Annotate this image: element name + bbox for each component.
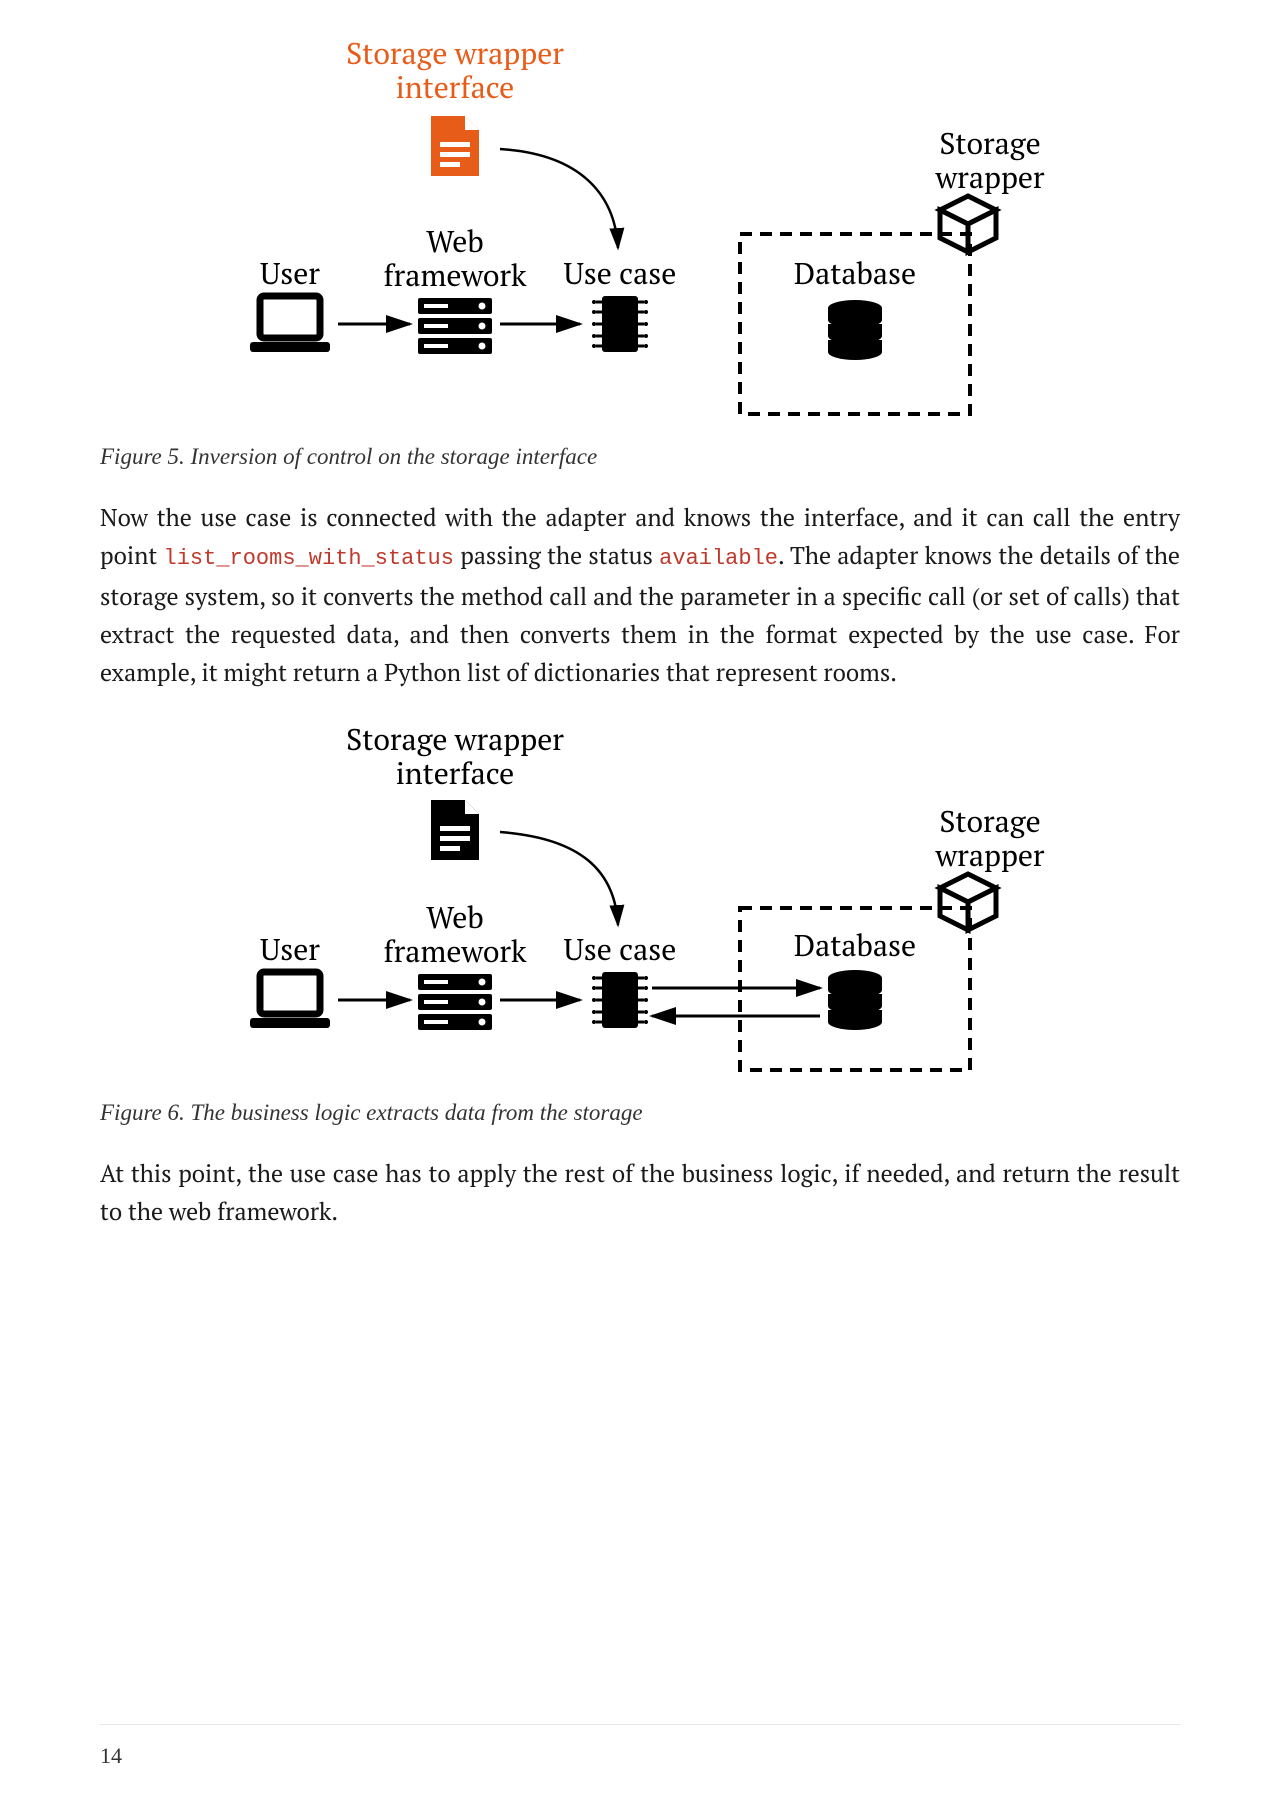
laptop-icon [250,296,330,352]
paragraph-2: At this point, the use case has to apply… [100,1154,1180,1231]
server-icon [418,974,492,1030]
fig5-edge-interface-usecase [500,149,618,248]
fig6-user-label: User [260,929,320,969]
database-icon [828,970,882,1030]
fig6-edge-usecase-db [652,988,820,1016]
fig5-interface-label-2: interface [396,67,515,107]
server-icon [418,298,492,354]
fig5-wrapper-label-2: wrapper [934,157,1045,197]
fig6-wrapper-label-2: wrapper [934,835,1045,875]
page-number: 14 [100,1743,122,1768]
fig5-database-label: Database [794,253,916,293]
fig5-framework-label-2: framework [384,255,527,295]
database-icon [828,300,882,360]
figure-5-svg: Storage wrapper interface Storage wrappe… [200,24,1080,424]
cube-icon [940,196,996,252]
chip-icon [592,972,648,1028]
fig5-usecase-label: Use case [564,253,677,293]
p1-code2: available [659,546,778,571]
figure-5-caption: Figure 5. Inversion of control on the st… [100,444,1180,470]
document-icon [431,116,479,176]
document-icon [431,800,479,860]
fig6-database-label: Database [794,925,916,965]
fig6-usecase-label: Use case [564,929,677,969]
fig6-interface-label-2: interface [396,753,515,793]
fig5-user-label: User [260,253,320,293]
figure-6-caption: Figure 6. The business logic extracts da… [100,1100,1180,1126]
page: Storage wrapper interface Storage wrappe… [0,0,1280,1809]
figure-6-svg: Storage wrapper interface Storage wrappe… [200,720,1080,1080]
figure-6: Storage wrapper interface Storage wrappe… [100,720,1180,1080]
p1-code1: list_rooms_with_status [164,546,454,571]
p1-t2: passing the status [454,539,659,571]
paragraph-1: Now the use case is connected with the a… [100,498,1180,692]
figure-5: Storage wrapper interface Storage wrappe… [100,24,1180,424]
fig6-framework-label-2: framework [384,931,527,971]
page-footer: 14 [100,1724,1180,1769]
chip-icon [592,296,648,352]
fig6-edge-interface-usecase [500,832,618,925]
laptop-icon [250,972,330,1028]
